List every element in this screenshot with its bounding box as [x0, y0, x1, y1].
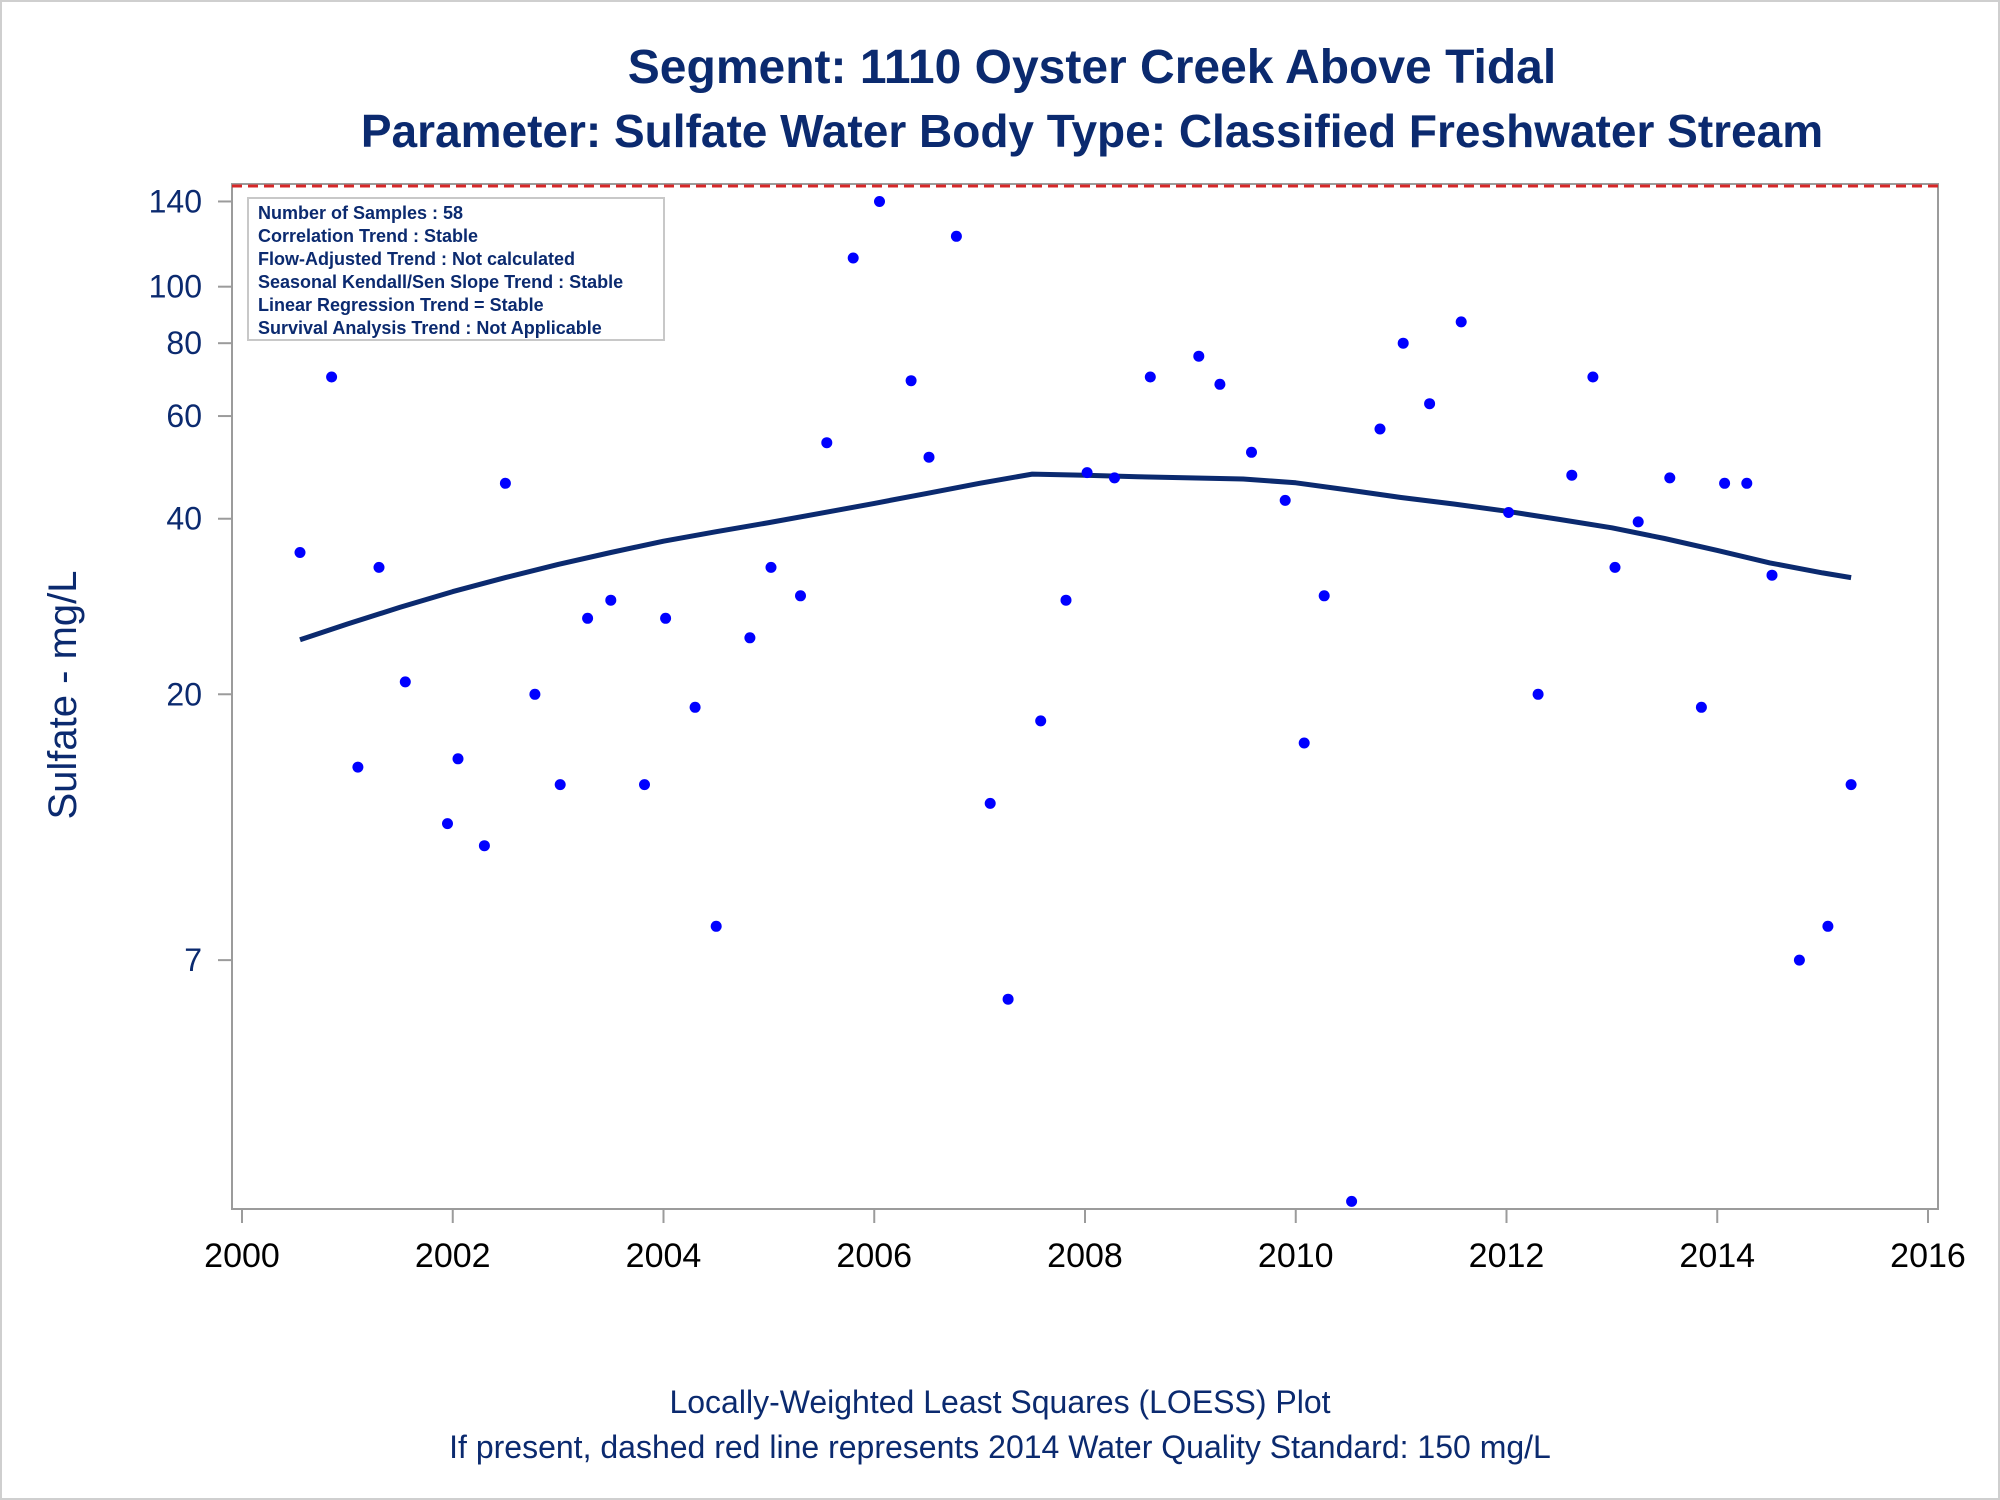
data-point — [326, 371, 338, 383]
data-point — [1632, 516, 1644, 528]
chart-subtitle: Parameter: Sulfate Water Body Type: Clas… — [361, 105, 1823, 157]
data-point — [1298, 737, 1310, 749]
x-tick-label: 2004 — [626, 1237, 702, 1275]
x-tick-label: 2014 — [1679, 1237, 1755, 1275]
x-tick-label: 2006 — [836, 1237, 912, 1275]
y-tick-label: 7 — [184, 942, 202, 978]
data-point — [478, 840, 490, 852]
data-point — [1144, 371, 1156, 383]
loess-line — [299, 471, 1852, 643]
chart-title: Segment: 1110 Oyster Creek Above Tidal — [628, 41, 1556, 94]
data-point — [1719, 477, 1731, 489]
x-tick-label: 2008 — [1047, 1237, 1123, 1275]
data-point — [1214, 378, 1226, 390]
data-point — [1664, 472, 1676, 484]
data-point — [1346, 1195, 1358, 1207]
data-point — [765, 561, 777, 573]
data-point — [1532, 688, 1544, 700]
data-point — [373, 561, 385, 573]
data-point — [1455, 316, 1467, 328]
x-tick-label: 2012 — [1469, 1237, 1545, 1275]
data-point — [710, 920, 722, 932]
y-tick-label: 80 — [166, 325, 202, 361]
data-point — [352, 761, 364, 773]
data-point — [605, 594, 617, 606]
data-point — [1397, 337, 1409, 349]
data-point — [442, 818, 453, 830]
data-point — [582, 612, 594, 624]
stats-line: Linear Regression Trend = Stable — [258, 295, 544, 315]
data-point — [399, 676, 411, 688]
data-point — [1246, 446, 1257, 458]
data-point — [689, 701, 701, 713]
data-point — [1566, 469, 1578, 481]
data-point — [795, 590, 806, 602]
data-point — [1318, 590, 1330, 602]
points-group — [294, 196, 1857, 1207]
x-tick-label: 2000 — [204, 1237, 280, 1275]
data-point — [1081, 467, 1093, 479]
data-point — [294, 547, 306, 558]
y-tick-label: 100 — [149, 269, 202, 305]
data-point — [1793, 954, 1805, 966]
y-tick-label: 40 — [166, 501, 202, 537]
x-axis: 2000 2002 2004 2006 2008 2010 2012 2014 2016 — [204, 1209, 1966, 1275]
data-point — [847, 252, 859, 264]
y-axis-label: Sulfate - mg/L — [41, 570, 85, 819]
data-point — [874, 196, 885, 207]
data-point — [1279, 494, 1291, 506]
data-point — [1822, 920, 1834, 932]
data-point — [660, 612, 672, 624]
data-point — [1766, 569, 1778, 581]
data-point — [639, 779, 650, 791]
y-axis: 7 20 40 60 80 100 140 — [149, 183, 232, 978]
stats-line: Flow-Adjusted Trend : Not calculated — [258, 249, 575, 269]
loess-group — [299, 471, 1852, 643]
data-point — [744, 632, 756, 644]
data-point — [1609, 561, 1621, 573]
stats-box-border — [247, 197, 665, 341]
data-point — [1587, 371, 1599, 383]
data-point — [529, 688, 541, 700]
stats-box: Number of Samples : 58 Correlation Trend… — [247, 197, 665, 341]
data-point — [1060, 594, 1072, 606]
data-point — [923, 451, 935, 463]
x-tick-label: 2010 — [1258, 1237, 1334, 1275]
data-point — [821, 437, 833, 449]
data-point — [1002, 993, 1014, 1005]
data-point — [1035, 715, 1047, 727]
data-point — [499, 477, 511, 489]
data-point — [1503, 507, 1515, 518]
data-point — [950, 230, 962, 242]
data-point — [984, 797, 996, 809]
data-point — [1109, 472, 1120, 484]
data-point — [554, 779, 566, 791]
y-tick-label: 20 — [166, 676, 202, 712]
data-point — [1845, 779, 1857, 791]
stats-line: Correlation Trend : Stable — [258, 226, 478, 246]
stats-line: Survival Analysis Trend : Not Applicable — [258, 318, 602, 338]
footnote-2: If present, dashed red line represents 2… — [449, 1429, 1551, 1465]
data-point — [1193, 350, 1205, 362]
data-point — [1424, 398, 1436, 410]
data-point — [1741, 477, 1753, 489]
stats-line: Seasonal Kendall/Sen Slope Trend : Stabl… — [258, 272, 623, 292]
data-point — [452, 753, 464, 765]
data-point — [1695, 701, 1707, 713]
data-point — [905, 375, 917, 387]
stats-line: Number of Samples : 58 — [258, 203, 463, 223]
x-tick-label: 2016 — [1890, 1237, 1966, 1275]
y-tick-label: 140 — [149, 183, 202, 219]
x-tick-label: 2002 — [415, 1237, 491, 1275]
footnote-1: Locally-Weighted Least Squares (LOESS) P… — [669, 1384, 1330, 1420]
y-tick-label: 60 — [166, 398, 202, 434]
data-point — [1374, 423, 1386, 435]
